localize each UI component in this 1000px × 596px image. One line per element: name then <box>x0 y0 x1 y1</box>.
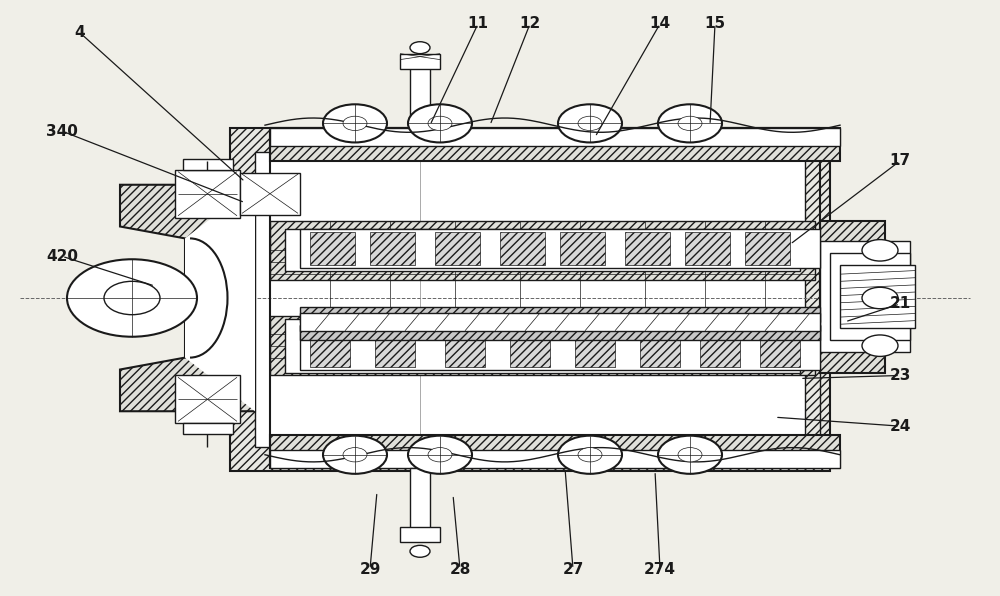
Circle shape <box>428 116 452 131</box>
Text: 340: 340 <box>46 123 78 139</box>
Text: 15: 15 <box>704 16 726 32</box>
Polygon shape <box>400 527 440 542</box>
Polygon shape <box>300 229 820 268</box>
Polygon shape <box>370 232 415 265</box>
Circle shape <box>410 42 430 54</box>
Polygon shape <box>300 325 820 340</box>
Polygon shape <box>400 54 440 69</box>
Circle shape <box>323 436 387 474</box>
Polygon shape <box>300 313 820 331</box>
Polygon shape <box>625 232 670 265</box>
Polygon shape <box>285 319 800 372</box>
Text: 27: 27 <box>562 561 584 577</box>
Circle shape <box>410 545 430 557</box>
Polygon shape <box>510 328 550 367</box>
Circle shape <box>658 436 722 474</box>
Text: 14: 14 <box>649 16 671 32</box>
Circle shape <box>408 436 472 474</box>
Polygon shape <box>445 328 485 367</box>
Text: 29: 29 <box>359 561 381 577</box>
Polygon shape <box>840 265 915 328</box>
Text: 274: 274 <box>644 561 676 577</box>
Polygon shape <box>270 316 815 375</box>
Text: 12: 12 <box>519 16 541 32</box>
Polygon shape <box>500 232 545 265</box>
Polygon shape <box>300 325 820 370</box>
Circle shape <box>104 281 160 315</box>
Text: 24: 24 <box>889 418 911 434</box>
Polygon shape <box>575 328 615 367</box>
Polygon shape <box>300 307 820 322</box>
Text: 420: 420 <box>46 249 78 264</box>
Polygon shape <box>270 435 840 468</box>
Text: 11: 11 <box>468 16 488 32</box>
Circle shape <box>678 116 702 131</box>
Polygon shape <box>700 328 740 367</box>
Polygon shape <box>640 328 680 367</box>
Circle shape <box>343 116 367 131</box>
Circle shape <box>67 259 197 337</box>
Polygon shape <box>230 128 830 471</box>
Polygon shape <box>255 152 805 447</box>
Circle shape <box>658 104 722 142</box>
Text: 23: 23 <box>889 368 911 383</box>
Circle shape <box>862 240 898 261</box>
Polygon shape <box>760 328 800 367</box>
Text: 17: 17 <box>889 153 911 169</box>
Polygon shape <box>310 232 355 265</box>
Text: 28: 28 <box>449 561 471 577</box>
Polygon shape <box>830 253 910 340</box>
Polygon shape <box>745 232 790 265</box>
Polygon shape <box>685 232 730 265</box>
Polygon shape <box>240 173 300 215</box>
Circle shape <box>678 448 702 462</box>
Polygon shape <box>560 232 605 265</box>
Circle shape <box>862 287 898 309</box>
Polygon shape <box>270 450 840 468</box>
Polygon shape <box>270 128 840 161</box>
Polygon shape <box>175 375 240 423</box>
Circle shape <box>343 448 367 462</box>
Text: 21: 21 <box>889 296 911 312</box>
Polygon shape <box>410 468 430 536</box>
Circle shape <box>578 116 602 131</box>
Polygon shape <box>270 128 840 146</box>
Circle shape <box>428 448 452 462</box>
Polygon shape <box>270 221 815 280</box>
Polygon shape <box>183 159 233 170</box>
Polygon shape <box>410 60 430 128</box>
Circle shape <box>578 448 602 462</box>
Circle shape <box>862 335 898 356</box>
Polygon shape <box>375 328 415 367</box>
Polygon shape <box>285 229 800 271</box>
Circle shape <box>558 104 622 142</box>
Polygon shape <box>820 241 910 352</box>
Polygon shape <box>183 423 233 434</box>
Polygon shape <box>435 232 480 265</box>
Polygon shape <box>185 185 255 411</box>
Polygon shape <box>120 185 255 411</box>
Polygon shape <box>820 221 885 372</box>
Circle shape <box>408 104 472 142</box>
Text: 4: 4 <box>75 25 85 41</box>
Polygon shape <box>310 328 350 367</box>
Circle shape <box>323 104 387 142</box>
Circle shape <box>558 436 622 474</box>
Polygon shape <box>175 170 240 218</box>
